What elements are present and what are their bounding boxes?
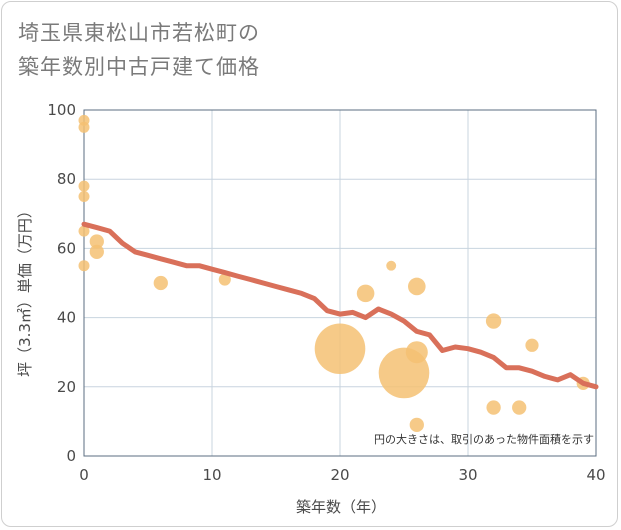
chart-title: 埼玉県東松山市若松町の 築年数別中古戸建て価格 bbox=[18, 16, 260, 84]
x-tick-label: 30 bbox=[458, 466, 477, 484]
data-point bbox=[314, 323, 366, 375]
trend-line bbox=[81, 221, 599, 390]
data-point bbox=[485, 313, 502, 329]
size-annotation: 円の大きさは、取引のあった物件面積を示す bbox=[374, 432, 594, 446]
x-axis-title: 築年数（年） bbox=[296, 498, 386, 516]
x-tick-label: 0 bbox=[79, 466, 89, 484]
data-point bbox=[409, 417, 424, 433]
data-point bbox=[78, 121, 90, 133]
data-points bbox=[78, 114, 590, 433]
y-tick-label: 80 bbox=[57, 170, 76, 188]
data-point bbox=[78, 260, 90, 272]
y-tick-label: 100 bbox=[47, 101, 76, 119]
y-axis-title: 坪（3.3㎡）単価（万円） bbox=[16, 203, 34, 377]
plot-frame bbox=[83, 109, 597, 457]
data-point bbox=[512, 400, 527, 415]
data-point bbox=[78, 180, 90, 192]
data-point bbox=[486, 400, 501, 415]
x-tick-label: 20 bbox=[330, 466, 349, 484]
data-point bbox=[386, 260, 397, 271]
data-point bbox=[405, 341, 428, 364]
y-tick-label: 60 bbox=[57, 239, 76, 257]
data-point bbox=[525, 338, 539, 352]
axes bbox=[83, 109, 597, 457]
x-tick-label: 40 bbox=[586, 466, 605, 484]
data-point bbox=[408, 277, 426, 296]
y-tick-label: 20 bbox=[57, 378, 76, 396]
data-point bbox=[78, 225, 90, 237]
y-tick-label: 40 bbox=[57, 309, 76, 327]
data-point bbox=[78, 191, 90, 202]
data-point bbox=[89, 244, 104, 260]
y-tick-label: 0 bbox=[66, 447, 76, 465]
data-point bbox=[356, 284, 375, 303]
data-point bbox=[218, 273, 231, 286]
title-line-1: 埼玉県東松山市若松町の bbox=[18, 21, 260, 45]
data-point bbox=[153, 275, 168, 291]
title-line-2: 築年数別中古戸建て価格 bbox=[18, 55, 260, 79]
data-point bbox=[89, 234, 104, 249]
tick-labels: 0 10 20 30 40 0 20 40 60 80 100 bbox=[47, 101, 605, 484]
x-tick-label: 10 bbox=[202, 466, 221, 484]
